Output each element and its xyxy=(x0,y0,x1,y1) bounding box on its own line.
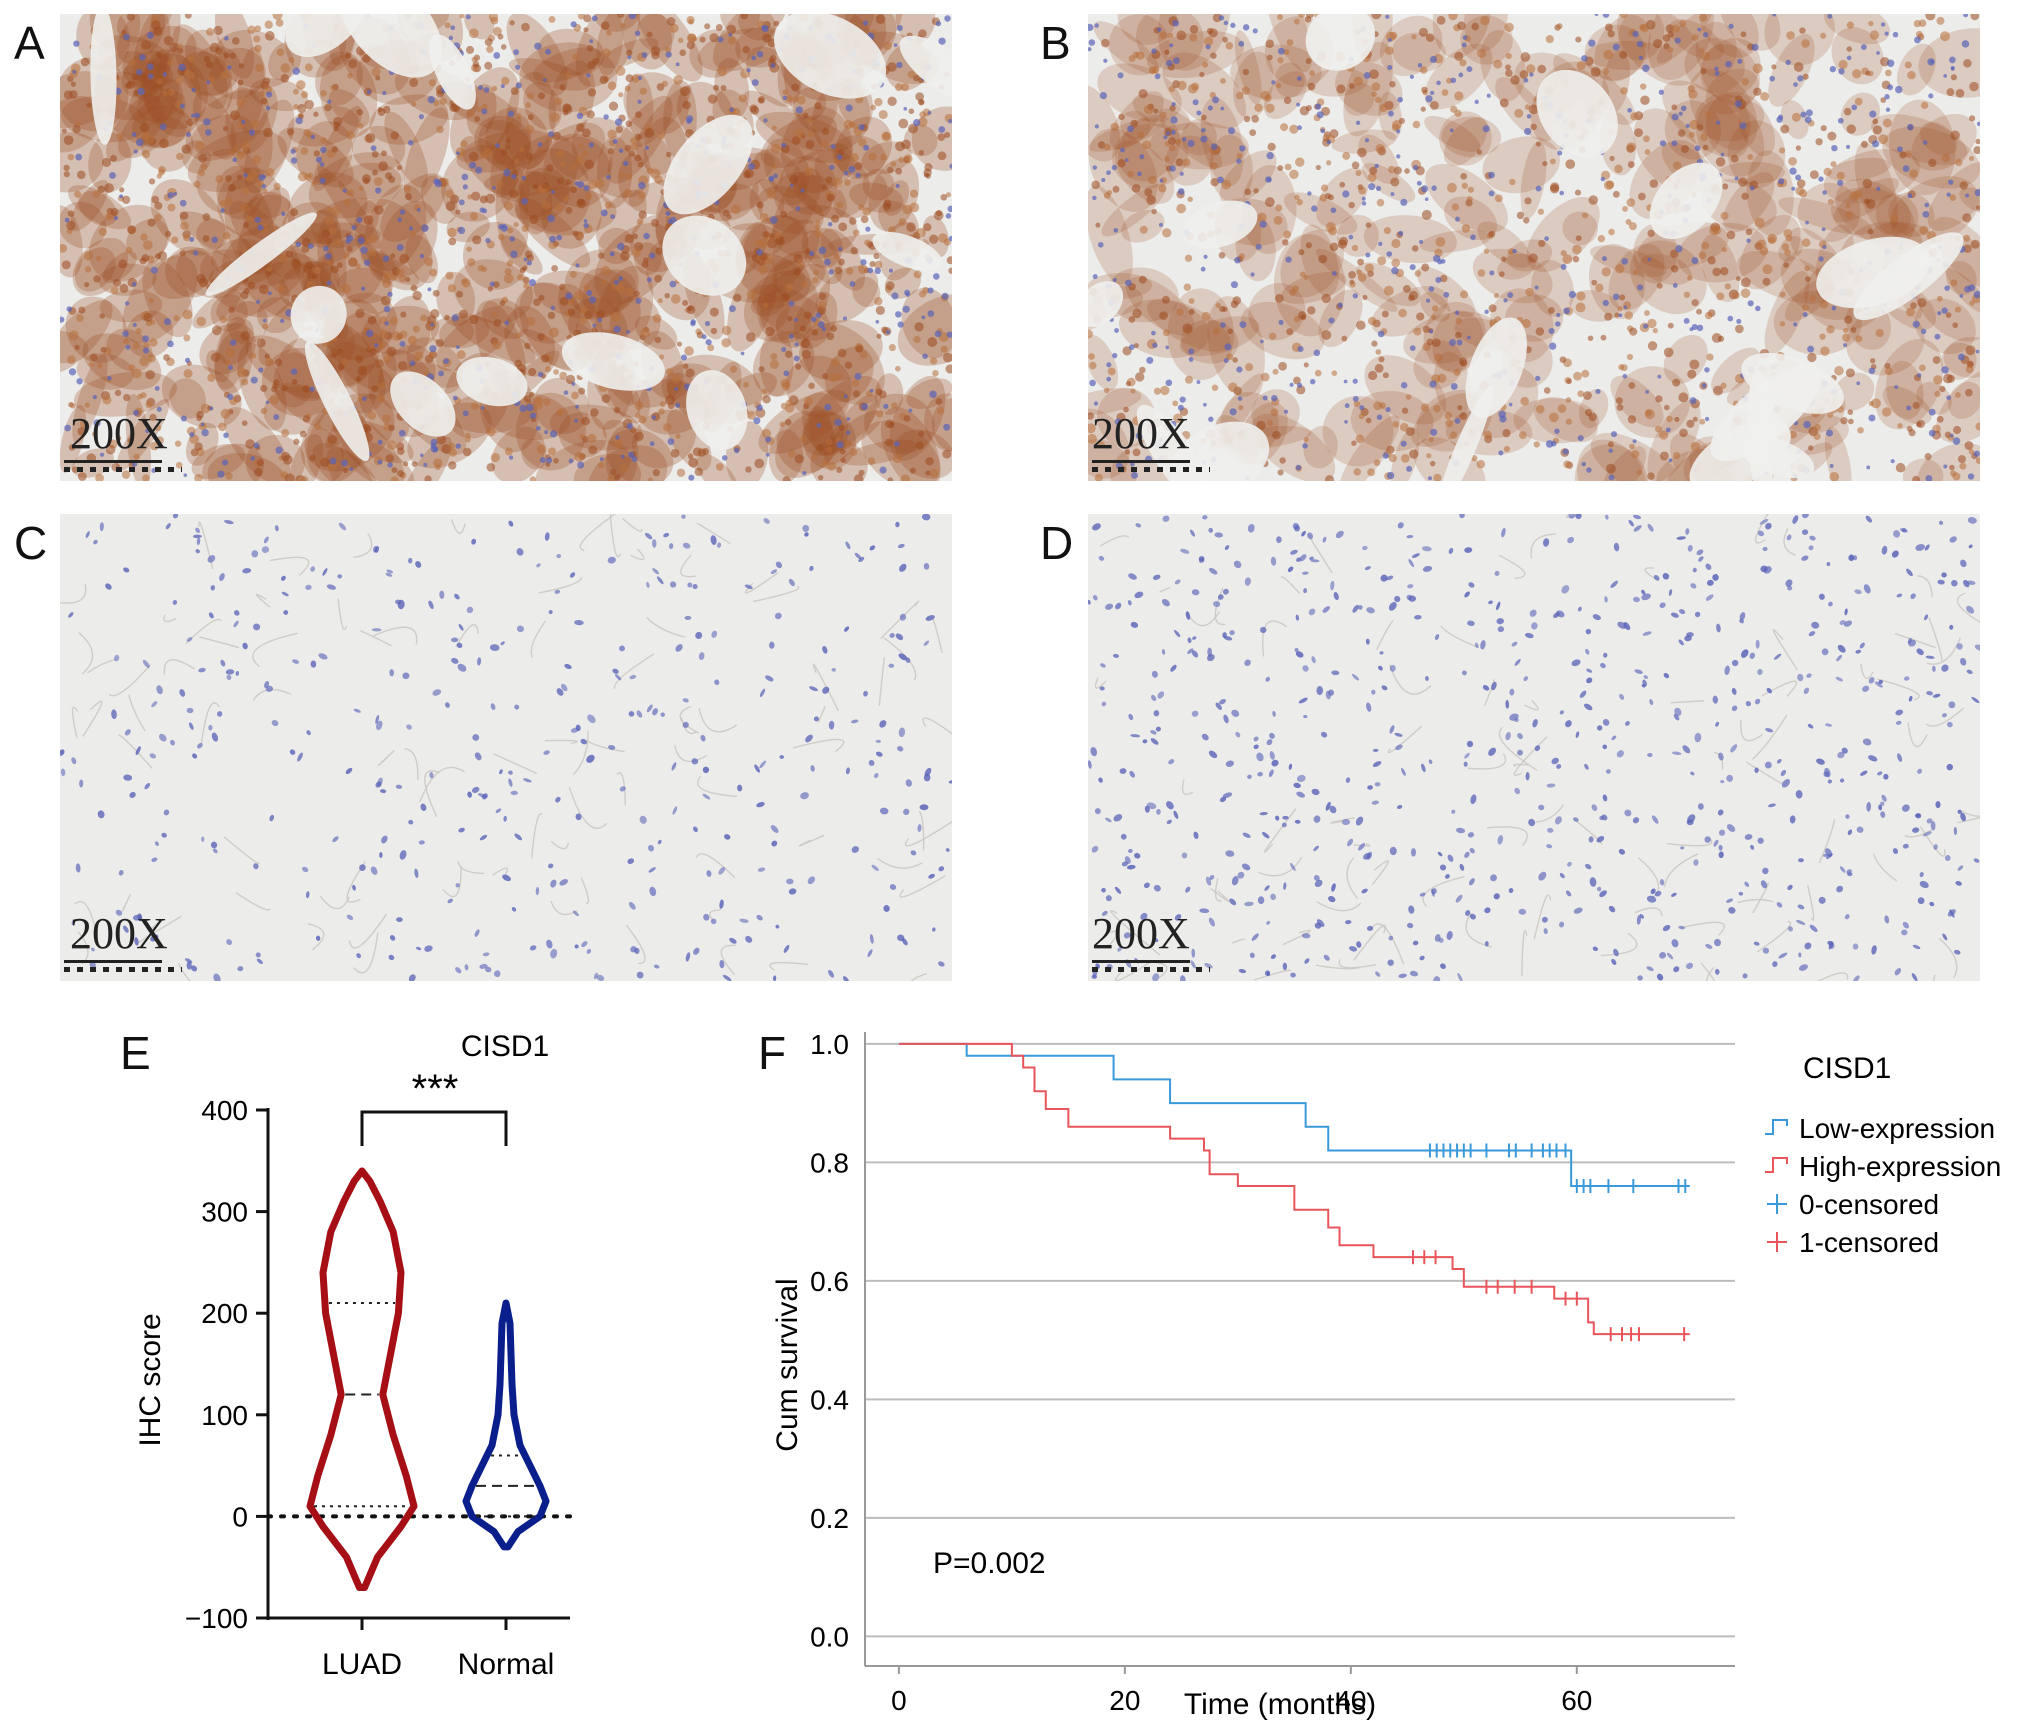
km-legend: CISD1 Low-expression High-expression 0-cen… xyxy=(1765,1052,2001,1258)
legend-censor-symbol xyxy=(1767,1232,1787,1252)
magnification-label-d: 200X xyxy=(1092,909,1190,958)
scale-ticks-b xyxy=(1092,467,1210,472)
micrograph-a xyxy=(60,14,952,481)
violin-luad xyxy=(306,1167,418,1592)
panel-letter-b: B xyxy=(1040,17,1071,69)
violin-y-axis: 400 300 200 100 0 −100 xyxy=(185,1095,270,1634)
scale-bar-a xyxy=(64,460,162,463)
km-y-tick-label: 1.0 xyxy=(810,1029,849,1060)
significance-bracket xyxy=(360,1110,508,1146)
violin-x-axis: LUAD Normal xyxy=(268,1616,570,1681)
violin-x-tick-label: LUAD xyxy=(322,1648,402,1681)
km-x-tick-label: 20 xyxy=(1109,1685,1140,1716)
magnification-label-c: 200X xyxy=(70,909,168,958)
km-x-tick-label: 0 xyxy=(891,1685,907,1716)
scale-ticks-a xyxy=(64,467,182,472)
magnification-label-a: 200X xyxy=(70,409,168,458)
scale-ticks-d xyxy=(1092,967,1210,972)
violin-x-tick-label: Normal xyxy=(458,1648,555,1681)
km-axes: 1.0 0.8 0.6 0.4 0.2 0.0 0 20 40 60 xyxy=(810,1029,1735,1716)
km-y-tick-label: 0.0 xyxy=(810,1621,849,1652)
micrograph-d xyxy=(1088,514,1980,981)
panel-letter-e: E xyxy=(120,1027,151,1079)
micrograph-b xyxy=(1088,14,1980,481)
km-curves xyxy=(898,1042,1690,1342)
violin-y-tick-label: 0 xyxy=(232,1501,248,1532)
magnification-label-b: 200X xyxy=(1092,409,1190,458)
km-y-axis-label: Cum survival xyxy=(771,1278,804,1451)
panel-letter-c: C xyxy=(14,517,48,569)
legend-step-symbol xyxy=(1765,1157,1788,1173)
legend-label: Low-expression xyxy=(1799,1113,1995,1144)
km-y-tick-label: 0.2 xyxy=(810,1503,849,1534)
km-x-axis-label: Time (months) xyxy=(1184,1688,1376,1721)
km-grid xyxy=(865,1042,1735,1638)
km-curve-low-expression xyxy=(898,1042,1690,1188)
micrograph-c xyxy=(60,514,952,981)
violin-y-tick-label: 300 xyxy=(201,1197,248,1228)
km-x-tick-label: 60 xyxy=(1561,1685,1592,1716)
legend-step-symbol xyxy=(1765,1119,1788,1135)
scale-ticks-c xyxy=(64,967,182,972)
significance-stars: *** xyxy=(412,1067,459,1111)
km-y-tick-label: 0.6 xyxy=(810,1266,849,1297)
scale-bar-b xyxy=(1092,460,1190,463)
violin-y-axis-label: IHC score xyxy=(134,1313,167,1446)
violin-plot-area xyxy=(266,1110,577,1592)
legend-label: High-expression xyxy=(1799,1151,2001,1182)
legend-label: 0-censored xyxy=(1799,1189,1939,1220)
panel-letter-a: A xyxy=(14,17,45,69)
legend-title: CISD1 xyxy=(1803,1052,1891,1085)
p-value-annotation: P=0.002 xyxy=(933,1547,1046,1580)
violin-y-tick-label: −100 xyxy=(185,1603,248,1634)
km-x-tick-label: 40 xyxy=(1335,1685,1366,1716)
km-chart: Cum survival Time (months) P=0.002 1.0 0.… xyxy=(771,1029,2001,1721)
panel-letter-d: D xyxy=(1040,517,1074,569)
violin-title: CISD1 xyxy=(461,1030,549,1063)
km-y-tick-label: 0.4 xyxy=(810,1384,849,1415)
km-curve-high-expression xyxy=(898,1042,1690,1336)
km-y-tick-label: 0.8 xyxy=(810,1147,849,1178)
legend-label: 1-censored xyxy=(1799,1227,1939,1258)
scale-bar-c xyxy=(64,960,162,963)
panel-letter-f: F xyxy=(758,1027,787,1079)
violin-y-tick-label: 400 xyxy=(201,1095,248,1126)
violin-y-tick-label: 200 xyxy=(201,1298,248,1329)
violin-y-tick-label: 100 xyxy=(201,1400,248,1431)
scale-bar-d xyxy=(1092,960,1190,963)
legend-censor-symbol xyxy=(1767,1194,1787,1214)
violin-chart: CISD1 *** IHC score 400 300 200 100 0 −100 LU… xyxy=(134,1030,577,1681)
violin-normal xyxy=(462,1299,550,1551)
